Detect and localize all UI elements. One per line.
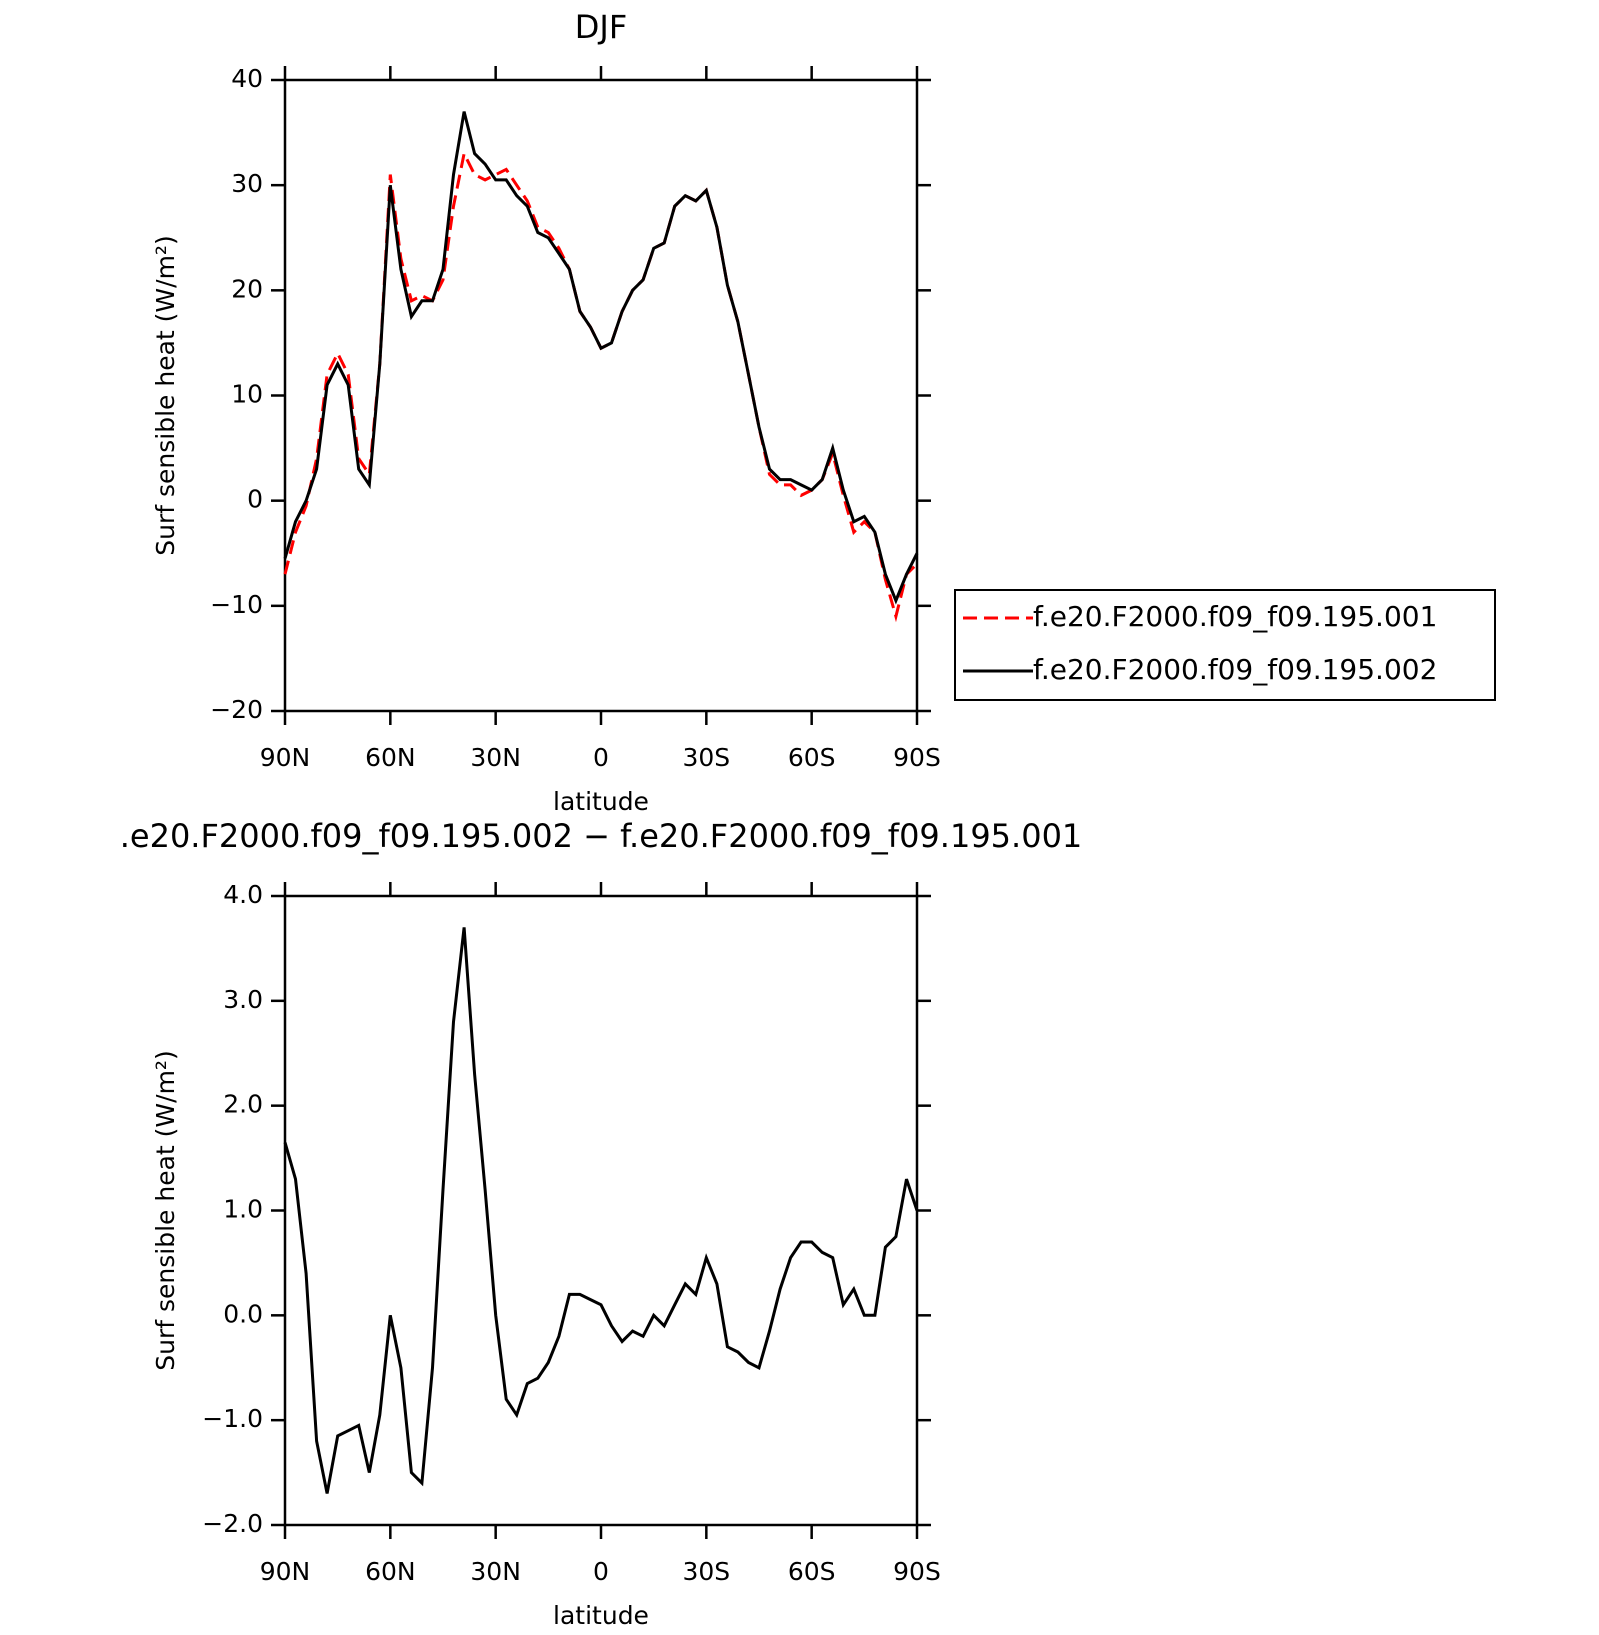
x-tick-label: 60S — [788, 1557, 836, 1586]
x-tick-label: 0 — [593, 743, 609, 772]
x-axis-label: latitude — [553, 787, 649, 816]
x-tick-label: 30S — [682, 1557, 730, 1586]
x-tick-label: 30N — [470, 743, 521, 772]
x-tick-label: 90S — [893, 743, 941, 772]
plot-frame — [283, 78, 919, 713]
y-tick-label: −20 — [210, 695, 263, 724]
y-tick-label: −10 — [210, 590, 263, 619]
y-tick-label: −1.0 — [202, 1404, 263, 1433]
chart-title: .e20.F2000.f09_f09.195.002 − f.e20.F2000… — [120, 817, 1083, 855]
legend-box — [954, 589, 1496, 701]
y-tick-label: 20 — [231, 274, 263, 303]
y-tick-label: 0 — [247, 485, 263, 514]
x-tick-label: 60N — [365, 1557, 416, 1586]
data-line — [283, 927, 919, 1494]
y-axis-label: Surf sensible heat (W/m²) — [151, 1050, 180, 1370]
x-tick-label: 60S — [788, 743, 836, 772]
x-tick-label: 0 — [593, 1557, 609, 1586]
y-tick-label: 2.0 — [223, 1090, 263, 1119]
legend-label: f.e20.F2000.f09_f09.195.002 — [1033, 653, 1437, 686]
x-tick-label: 60N — [365, 743, 416, 772]
legend-label: f.e20.F2000.f09_f09.195.001 — [1033, 600, 1437, 633]
x-axis-label: latitude — [553, 1601, 649, 1630]
chart-title: DJF — [575, 8, 627, 46]
y-tick-label: 1.0 — [223, 1195, 263, 1224]
y-tick-label: −2.0 — [202, 1509, 263, 1538]
y-tick-label: 3.0 — [223, 985, 263, 1014]
y-tick-label: 4.0 — [223, 880, 263, 909]
x-tick-label: 90S — [893, 1557, 941, 1586]
y-tick-label: 40 — [231, 64, 263, 93]
x-tick-label: 30S — [682, 743, 730, 772]
y-axis-label: Surf sensible heat (W/m²) — [151, 235, 180, 555]
data-line — [283, 149, 919, 623]
y-tick-label: 10 — [231, 380, 263, 409]
y-tick-label: 0.0 — [223, 1299, 263, 1328]
data-line — [283, 111, 919, 605]
x-tick-label: 90N — [260, 1557, 311, 1586]
x-tick-label: 30N — [470, 1557, 521, 1586]
y-tick-label: 30 — [231, 169, 263, 198]
plot-frame — [283, 894, 919, 1527]
x-tick-label: 90N — [260, 743, 311, 772]
